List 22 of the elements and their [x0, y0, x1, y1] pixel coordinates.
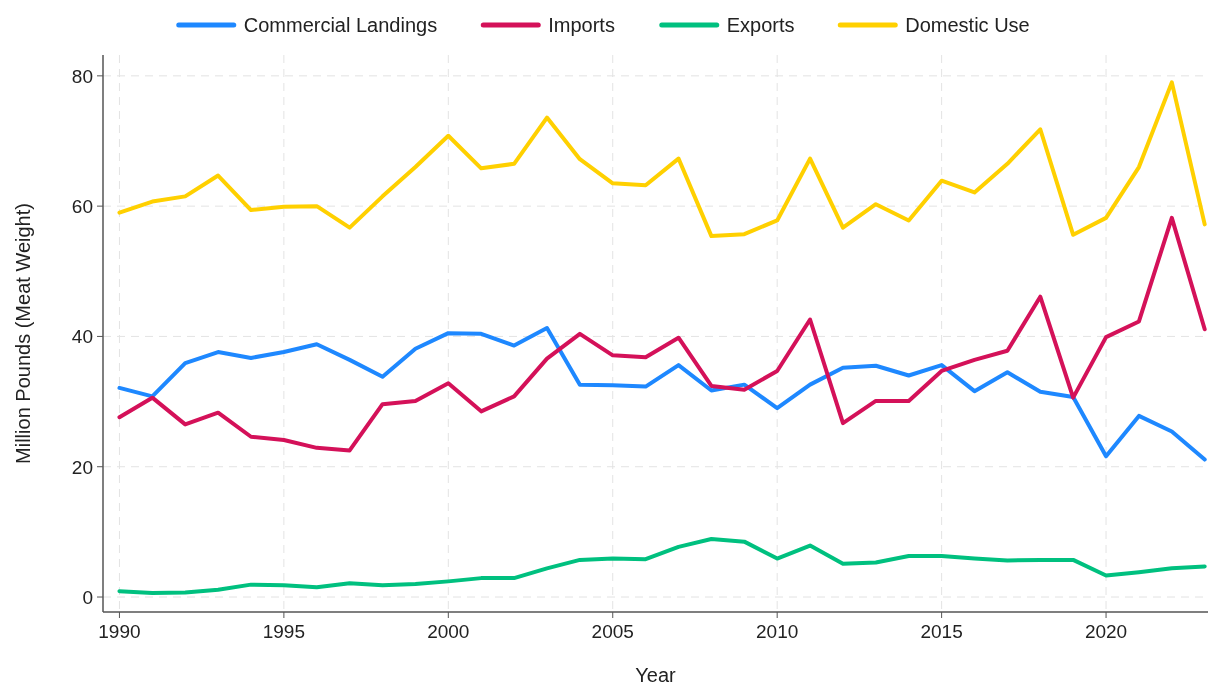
line-series — [117, 325, 1207, 462]
y-axis-title: Million Pounds (Meat Weight) — [12, 203, 34, 464]
legend-label: Commercial Landings — [243, 14, 438, 36]
legend-label: Imports — [548, 14, 615, 36]
line-series — [117, 80, 1207, 239]
line-series — [117, 215, 1207, 453]
x-tick-label: 2000 — [427, 621, 470, 642]
legend-label: Domestic Use — [905, 14, 1030, 36]
x-tick-label: 2005 — [591, 621, 634, 642]
y-tick-label: 60 — [71, 196, 93, 218]
x-tick-label: 1995 — [262, 621, 306, 642]
y-tick-label: 0 — [82, 587, 93, 609]
x-tick-label: 2020 — [1084, 621, 1128, 642]
x-axis-title: Year — [635, 664, 677, 686]
line-series — [117, 537, 1207, 596]
x-tick-label: 2010 — [756, 621, 799, 642]
y-tick-label: 80 — [71, 65, 93, 87]
x-tick-label: 1990 — [98, 621, 141, 642]
legend-label: Exports — [726, 14, 795, 36]
x-tick-label: 2015 — [920, 621, 963, 642]
y-tick-label: 20 — [71, 456, 93, 478]
y-tick-label: 40 — [71, 326, 93, 348]
